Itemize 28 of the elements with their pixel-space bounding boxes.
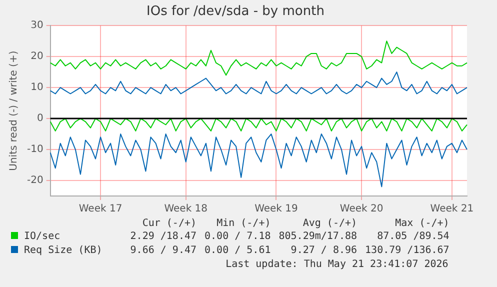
legend-label: Req Size (KB) — [23, 244, 104, 258]
text: 87.05 /89.54 — [376, 230, 450, 244]
x-tick-label: Week 19 — [254, 204, 298, 215]
x-tick-label: Week 21 — [430, 204, 474, 215]
text: 0.00 / 7.18 — [204, 230, 271, 244]
y-tick-label: 0 — [36, 113, 44, 124]
text: Max (-/+) — [394, 218, 450, 230]
text: Last update: Thu May 21 23:41:07 2026 — [224, 258, 450, 272]
text: 0.00 / 5.61 — [204, 244, 271, 258]
text: 805.29m/17.88 — [278, 230, 358, 244]
x-tick-label: Week 20 — [340, 204, 384, 215]
text: 9.66 / 9.47 — [129, 244, 197, 258]
y-tick-label: 20 — [30, 51, 44, 62]
text: Min (-/+) — [216, 218, 271, 230]
x-tick-label: Week 18 — [164, 204, 208, 215]
x-tick-label: Week 17 — [78, 204, 122, 215]
text: 9.27 / 8.96 — [290, 244, 358, 258]
text: Cur (-/+) — [141, 218, 197, 230]
y-tick-label: -20 — [26, 175, 44, 186]
legend-label: IO/sec — [23, 230, 62, 244]
text: 130.79 /136.67 — [364, 244, 450, 258]
y-axis-title: Units read (-) / write (+) — [8, 50, 20, 171]
y-tick-label: -10 — [26, 144, 44, 156]
y-tick-label: 10 — [30, 82, 44, 94]
chart-title: IOs for /dev/sda - by month — [146, 4, 324, 20]
text: Avg (-/+) — [302, 218, 358, 230]
y-tick-label: 30 — [30, 20, 44, 32]
text: 2.29 /18.47 — [129, 230, 197, 244]
